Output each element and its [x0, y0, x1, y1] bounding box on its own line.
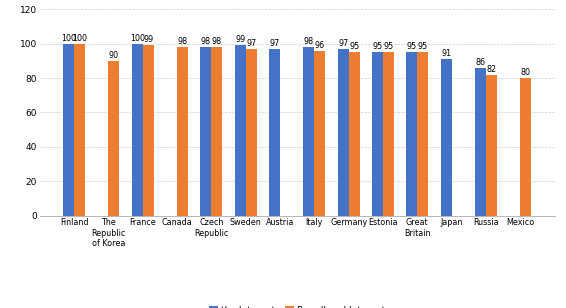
Text: 98: 98 [212, 37, 222, 46]
Text: 99: 99 [235, 35, 245, 44]
Text: 98: 98 [201, 37, 211, 46]
Text: 82: 82 [486, 65, 496, 74]
Bar [314, 51, 325, 216]
Bar [349, 52, 359, 216]
Text: 100: 100 [72, 34, 87, 43]
Text: 99: 99 [143, 35, 153, 44]
Text: 95: 95 [418, 43, 428, 51]
Bar [63, 44, 74, 216]
Text: 86: 86 [475, 58, 486, 67]
Text: 98: 98 [177, 37, 187, 46]
Text: 80: 80 [521, 68, 531, 77]
Bar [108, 61, 119, 216]
Text: 95: 95 [349, 43, 359, 51]
Bar [235, 45, 246, 216]
Bar [383, 52, 394, 216]
Bar [486, 75, 497, 216]
Text: 97: 97 [269, 39, 280, 48]
Text: 97: 97 [338, 39, 348, 48]
Text: 90: 90 [109, 51, 119, 60]
Bar [269, 49, 280, 216]
Bar [417, 52, 428, 216]
Bar [200, 47, 211, 216]
Text: 91: 91 [441, 49, 451, 58]
Bar [74, 44, 85, 216]
Text: 96: 96 [315, 41, 325, 50]
Text: 95: 95 [383, 43, 393, 51]
Bar [303, 47, 314, 216]
Bar [338, 49, 349, 216]
Bar [406, 52, 417, 216]
Bar [177, 47, 188, 216]
Bar [372, 52, 383, 216]
Text: 97: 97 [246, 39, 256, 48]
Legend: the Internet, Broadband Internet: the Internet, Broadband Internet [205, 302, 389, 308]
Bar [520, 78, 531, 216]
Text: 100: 100 [61, 34, 76, 43]
Text: 95: 95 [372, 43, 383, 51]
Bar [246, 49, 256, 216]
Bar [211, 47, 222, 216]
Bar [441, 59, 452, 216]
Text: 100: 100 [130, 34, 145, 43]
Text: 98: 98 [304, 37, 314, 46]
Bar [475, 68, 486, 216]
Bar [132, 44, 143, 216]
Bar [143, 45, 153, 216]
Text: 95: 95 [407, 43, 417, 51]
